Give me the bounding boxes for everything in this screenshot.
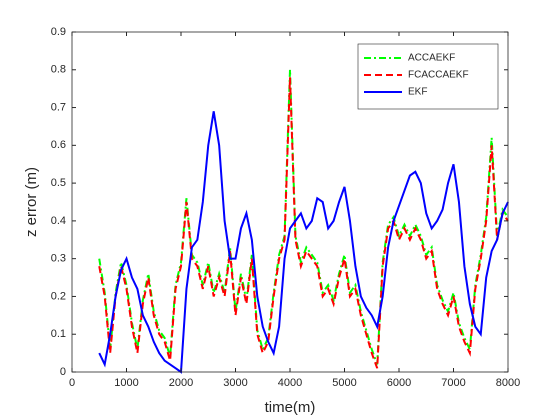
legend-label: ACCAEKF — [408, 53, 455, 64]
series-line — [98, 69, 509, 365]
y-tick-label: 0.6 — [51, 139, 66, 151]
legend-box — [357, 43, 499, 110]
y-tick-label: 0 — [60, 366, 66, 378]
x-tick-label: 1000 — [114, 377, 138, 389]
y-tick-label: 0.3 — [51, 253, 66, 265]
x-tick-label: 8000 — [496, 377, 520, 389]
x-tick-label: 5000 — [332, 377, 356, 389]
x-tick-label: 2000 — [169, 377, 193, 389]
series-line — [98, 111, 509, 374]
x-tick-label: 3000 — [223, 377, 247, 389]
x-tick-label: 4000 — [278, 377, 302, 389]
series-line — [98, 77, 509, 369]
y-tick-label: 0.1 — [51, 328, 66, 340]
x-tick-label: 6000 — [387, 377, 411, 389]
y-tick-label: 0.2 — [51, 290, 66, 302]
y-tick-label: 0.4 — [51, 215, 66, 227]
y-tick-label: 0.5 — [51, 177, 66, 189]
x-axis-label: time(m) — [265, 399, 316, 416]
x-tick-label: 7000 — [441, 377, 465, 389]
y-axis-label: z error (m) — [23, 167, 40, 237]
legend-label: FCACCAEKF — [408, 70, 469, 81]
y-tick-label: 0.9 — [51, 26, 66, 38]
x-tick-label: 0 — [69, 377, 75, 389]
y-tick-label: 0.8 — [51, 64, 66, 76]
legend-label: EKF — [408, 87, 427, 98]
y-tick-label: 0.7 — [51, 101, 66, 113]
